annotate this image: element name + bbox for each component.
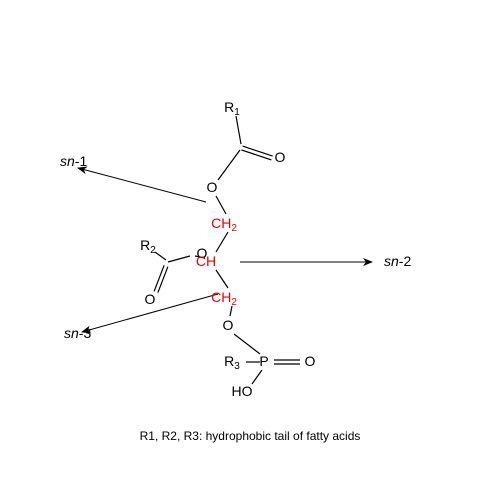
atom-CH2t: CH2 — [211, 215, 237, 234]
bond-O3s-P — [234, 334, 260, 354]
atom-HO: HO — [232, 383, 253, 399]
bond-C2-O2d — [154, 265, 168, 292]
bond-P-O3d — [274, 360, 300, 364]
atom-O1d: O — [275, 149, 286, 165]
label-sn1: sn-1 — [60, 153, 87, 169]
bond-O1s-CH2t — [216, 196, 226, 214]
atom-O3d: O — [305, 353, 316, 369]
atom-CH2b: CH2 — [211, 289, 237, 308]
atom-R2: R2 — [140, 237, 156, 256]
atom-O3s: O — [223, 317, 234, 333]
bond-C1-O1d — [241, 146, 272, 160]
atom-O1s: O — [207, 179, 218, 195]
label-sn2: sn-2 — [384, 253, 411, 269]
atom-P: P — [259, 353, 268, 369]
bond-C2-R2 — [155, 252, 166, 260]
label-sn3: sn-3 — [64, 325, 91, 341]
bond-CH-CH2b — [216, 270, 228, 288]
bond-O2s-C2 — [168, 256, 190, 262]
bond-CH2t-CH — [216, 232, 228, 252]
bond-R1-C1 — [236, 116, 241, 144]
bond-P-HO — [252, 370, 262, 384]
molecule-diagram: R1R2R3OOOOOOHOCH2CHCH2Psn-1sn-2sn-3R1, R… — [0, 0, 500, 504]
atom-R1: R1 — [224, 99, 240, 118]
sn1-arrow — [78, 168, 206, 202]
caption: R1, R2, R3: hydrophobic tail of fatty ac… — [140, 429, 361, 443]
atom-R3: R3 — [224, 353, 240, 372]
bond-C1-O1s — [218, 150, 240, 180]
atom-O2d: O — [145, 291, 156, 307]
atom-CH: CH — [196, 253, 216, 269]
